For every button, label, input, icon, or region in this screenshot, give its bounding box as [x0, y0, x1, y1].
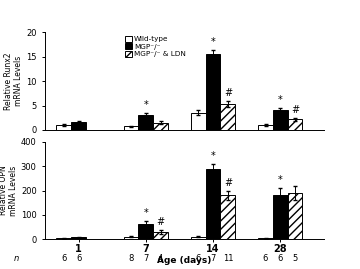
Bar	[258, 125, 273, 130]
Text: *: *	[278, 175, 283, 185]
Bar	[153, 232, 168, 239]
Y-axis label: Relative Runx2
mRNA Levels: Relative Runx2 mRNA Levels	[4, 52, 23, 110]
Text: 7: 7	[210, 254, 216, 263]
Bar	[220, 104, 235, 130]
Bar	[206, 169, 220, 239]
Text: 4: 4	[158, 254, 163, 263]
Text: 5: 5	[292, 254, 298, 263]
Bar	[273, 111, 288, 130]
Bar	[123, 126, 139, 130]
Bar	[57, 238, 71, 239]
Bar	[191, 237, 206, 239]
Text: 6: 6	[278, 254, 283, 263]
Bar	[71, 238, 86, 239]
Bar	[220, 196, 235, 239]
Y-axis label: Relative OPN
mRNA Levels: Relative OPN mRNA Levels	[0, 165, 18, 216]
Text: *: *	[211, 37, 215, 47]
Text: 8: 8	[129, 254, 134, 263]
Text: *: *	[144, 100, 148, 110]
Bar	[288, 193, 302, 239]
Text: n: n	[14, 254, 19, 263]
Legend: Wild-type, MGP⁻/⁻, MGP⁻/⁻ & LDN: Wild-type, MGP⁻/⁻, MGP⁻/⁻ & LDN	[124, 35, 186, 58]
Bar	[273, 196, 288, 239]
Text: 6: 6	[61, 254, 67, 263]
Text: #: #	[224, 88, 232, 98]
Bar	[153, 123, 168, 130]
Bar	[123, 237, 139, 239]
Text: #: #	[157, 217, 165, 227]
Text: 6: 6	[263, 254, 268, 263]
Text: *: *	[278, 95, 283, 105]
Bar	[288, 119, 302, 130]
Text: #: #	[291, 105, 299, 115]
Bar	[258, 238, 273, 239]
Text: *: *	[211, 151, 215, 161]
Bar	[71, 122, 86, 130]
Text: #: #	[224, 178, 232, 188]
Bar	[57, 125, 71, 130]
Text: 7: 7	[143, 254, 149, 263]
X-axis label: Age (days): Age (days)	[157, 256, 212, 265]
Text: 6: 6	[195, 254, 201, 263]
Bar	[206, 54, 220, 130]
Bar	[139, 115, 153, 130]
Bar	[139, 224, 153, 239]
Text: *: *	[144, 208, 148, 218]
Text: 6: 6	[76, 254, 81, 263]
Text: 11: 11	[222, 254, 233, 263]
Bar	[191, 113, 206, 130]
